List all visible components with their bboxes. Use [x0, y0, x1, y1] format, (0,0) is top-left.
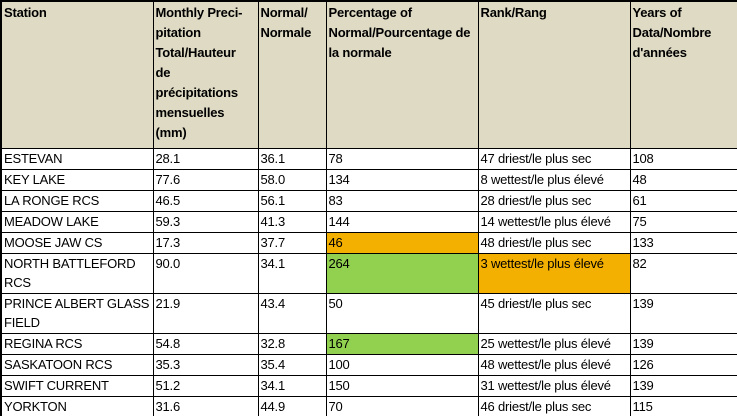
- cell-normal: 32.8: [257, 332, 327, 355]
- cell-pct: 46: [325, 231, 479, 254]
- cell-monthly: 54.8: [152, 332, 259, 355]
- cell-normal: 34.1: [257, 374, 327, 397]
- cell-pct: 50: [325, 292, 479, 334]
- cell-station: MEADOW LAKE: [0, 210, 154, 233]
- table-header: Station Monthly Preci-pitation Total/Hau…: [0, 0, 737, 149]
- cell-years: 139: [629, 374, 737, 397]
- cell-years: 133: [629, 231, 737, 254]
- header-row: Station Monthly Preci-pitation Total/Hau…: [0, 0, 737, 149]
- cell-years: 126: [629, 353, 737, 376]
- cell-years: 139: [629, 292, 737, 334]
- table-row: ESTEVAN 28.1 36.1 78 47 driest/le plus sec 10…: [0, 147, 737, 170]
- table-row: MOOSE JAW CS 17.3 37.7 46 48 driest/le plus …: [0, 231, 737, 254]
- column-header-normal: Normal/ Normale: [257, 0, 327, 149]
- cell-pct: 83: [325, 189, 479, 212]
- cell-monthly: 59.3: [152, 210, 259, 233]
- cell-years: 108: [629, 147, 737, 170]
- cell-rank: 3 wettest/le plus élevé: [477, 252, 631, 294]
- cell-years: 82: [629, 252, 737, 294]
- table-row: MEADOW LAKE 59.3 41.3 144 14 wettest/le plus…: [0, 210, 737, 233]
- cell-rank: 48 driest/le plus sec: [477, 231, 631, 254]
- cell-pct: 167: [325, 332, 479, 355]
- cell-rank: 48 wettest/le plus élevé: [477, 353, 631, 376]
- cell-normal: 43.4: [257, 292, 327, 334]
- table-row: REGINA RCS 54.8 32.8 167 25 wettest/le plus …: [0, 332, 737, 355]
- cell-rank: 31 wettest/le plus élevé: [477, 374, 631, 397]
- cell-monthly: 77.6: [152, 168, 259, 191]
- cell-normal: 56.1: [257, 189, 327, 212]
- column-header-percentage-of-normal: Percentage of Normal/Pourcentage de la n…: [325, 0, 479, 149]
- column-header-station: Station: [0, 0, 154, 149]
- cell-rank: 47 driest/le plus sec: [477, 147, 631, 170]
- cell-monthly: 51.2: [152, 374, 259, 397]
- cell-monthly: 28.1: [152, 147, 259, 170]
- cell-monthly: 90.0: [152, 252, 259, 294]
- cell-monthly: 35.3: [152, 353, 259, 376]
- table-row: SWIFT CURRENT 51.2 34.1 150 31 wettest/le pl…: [0, 374, 737, 397]
- cell-station: KEY LAKE: [0, 168, 154, 191]
- cell-years: 115: [629, 395, 737, 416]
- cell-station: MOOSE JAW CS: [0, 231, 154, 254]
- cell-rank: 46 driest/le plus sec: [477, 395, 631, 416]
- cell-station: REGINA RCS: [0, 332, 154, 355]
- cell-normal: 35.4: [257, 353, 327, 376]
- cell-normal: 37.7: [257, 231, 327, 254]
- cell-station: YORKTON: [0, 395, 154, 416]
- cell-rank: 14 wettest/le plus élevé: [477, 210, 631, 233]
- cell-station: SASKATOON RCS: [0, 353, 154, 376]
- cell-pct: 70: [325, 395, 479, 416]
- cell-years: 75: [629, 210, 737, 233]
- cell-normal: 58.0: [257, 168, 327, 191]
- table-row: LA RONGE RCS 46.5 56.1 83 28 driest/le plus …: [0, 189, 737, 212]
- cell-station: NORTH BATTLEFORD RCS: [0, 252, 154, 294]
- table-row: NORTH BATTLEFORD RCS 90.0 34.1 264 3 wettest…: [0, 252, 737, 294]
- cell-monthly: 17.3: [152, 231, 259, 254]
- table-row: KEY LAKE 77.6 58.0 134 8 wettest/le plus éle…: [0, 168, 737, 191]
- cell-rank: 45 driest/le plus sec: [477, 292, 631, 334]
- table-body: ESTEVAN 28.1 36.1 78 47 driest/le plus sec 10…: [0, 147, 737, 416]
- table-row: PRINCE ALBERT GLASS FIELD 21.9 43.4 50 45 dr…: [0, 292, 737, 334]
- cell-pct: 150: [325, 374, 479, 397]
- cell-normal: 34.1: [257, 252, 327, 294]
- cell-pct: 264: [325, 252, 479, 294]
- cell-station: PRINCE ALBERT GLASS FIELD: [0, 292, 154, 334]
- cell-station: LA RONGE RCS: [0, 189, 154, 212]
- cell-years: 61: [629, 189, 737, 212]
- cell-station: SWIFT CURRENT: [0, 374, 154, 397]
- table-row: YORKTON 31.6 44.9 70 46 driest/le plus sec 11…: [0, 395, 737, 416]
- cell-years: 48: [629, 168, 737, 191]
- cell-normal: 41.3: [257, 210, 327, 233]
- column-header-rank: Rank/Rang: [477, 0, 631, 149]
- cell-normal: 36.1: [257, 147, 327, 170]
- cell-monthly: 21.9: [152, 292, 259, 334]
- cell-pct: 134: [325, 168, 479, 191]
- cell-rank: 25 wettest/le plus élevé: [477, 332, 631, 355]
- cell-pct: 100: [325, 353, 479, 376]
- table-row: SASKATOON RCS 35.3 35.4 100 48 wettest/le pl…: [0, 353, 737, 376]
- cell-pct: 78: [325, 147, 479, 170]
- cell-station: ESTEVAN: [0, 147, 154, 170]
- column-header-years-of-data: Years of Data/Nombre d'années: [629, 0, 737, 149]
- column-header-monthly-precipitation: Monthly Preci-pitation Total/Hauteur de …: [152, 0, 259, 149]
- cell-normal: 44.9: [257, 395, 327, 416]
- cell-pct: 144: [325, 210, 479, 233]
- cell-rank: 8 wettest/le plus élevé: [477, 168, 631, 191]
- cell-monthly: 46.5: [152, 189, 259, 212]
- cell-monthly: 31.6: [152, 395, 259, 416]
- cell-years: 139: [629, 332, 737, 355]
- cell-rank: 28 driest/le plus sec: [477, 189, 631, 212]
